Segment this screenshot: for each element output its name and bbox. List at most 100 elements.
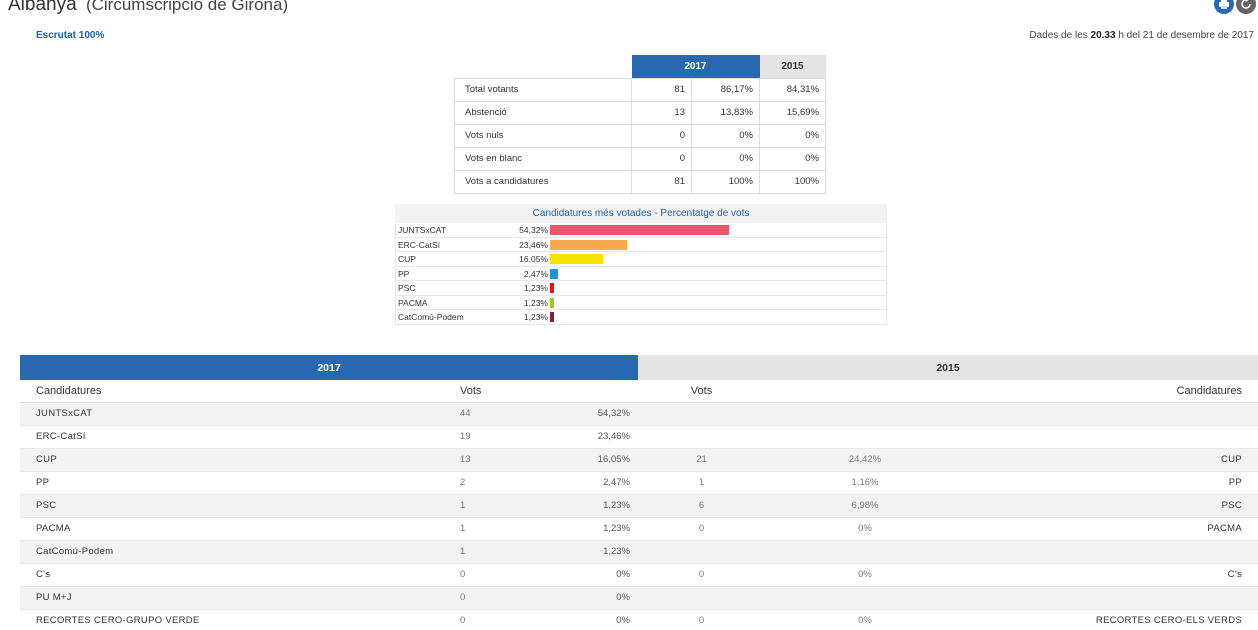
chart-row: PACMA 1,23% <box>395 295 887 310</box>
col-vots-2017: Vots <box>444 380 520 403</box>
chart-bar <box>550 297 555 308</box>
candidature-name-2015: RECORTES CERO-ELS VERDS <box>965 609 1258 630</box>
pct-2015: 1,16% <box>765 471 965 495</box>
results-column-header: Candidatures Vots Vots Candidatures <box>20 380 1258 403</box>
chart-category-label: ERC-CatSí <box>398 239 441 250</box>
candidature-name-2015: C's <box>965 563 1258 587</box>
chart-value-label: 2,47% <box>523 268 548 279</box>
votes-2015: 0 <box>638 517 765 541</box>
pct-2015 <box>765 402 965 426</box>
chart-bar <box>550 225 730 235</box>
chart-title: Candidatures més votades - Percentatge d… <box>395 204 887 223</box>
summary-votes: 81 <box>631 77 692 102</box>
pct-2017: 0% <box>520 563 638 587</box>
candidature-name-2017: CUP <box>20 448 444 472</box>
table-row: C's 0 0% 0 0% C's <box>20 563 1258 587</box>
candidature-name-2017: C's <box>20 563 444 587</box>
votes-2017: 0 <box>444 563 520 587</box>
pct-2017: 0% <box>520 609 638 630</box>
chart-row: CatComú-Podem 1,23% <box>395 310 887 325</box>
pct-2015: 0% <box>765 563 965 587</box>
pct-2017: 23,46% <box>520 425 638 449</box>
summary-label: Vots a candidatures <box>454 169 632 194</box>
col-candidatures-2017: Candidatures <box>20 380 444 403</box>
summary-votes: 0 <box>631 146 692 171</box>
pct-2017: 1,23% <box>520 494 638 518</box>
pct-2015: 0% <box>765 517 965 541</box>
summary-prev-pct: 0% <box>759 123 826 148</box>
summary-label: Vots en blanc <box>454 146 632 171</box>
candidature-name-2015: PP <box>965 471 1258 495</box>
escrutat-status: Escrutat 100% <box>36 30 105 41</box>
chart-row: CUP 16,05% <box>395 252 887 267</box>
data-timestamp: Dades de les 20.33 h del 21 de desembre … <box>1029 30 1254 41</box>
chart-bar <box>550 283 555 293</box>
chart-category-label: JUNTSxCAT <box>398 225 447 235</box>
summary-pct: 0% <box>691 146 760 171</box>
candidature-name-2017: ERC-CatSí <box>20 425 444 449</box>
table-row: RECORTES CERO-GRUPO VERDE 0 0% 0 0% RECORTES … <box>20 609 1258 630</box>
chart-bar <box>550 268 559 279</box>
pct-2015: 24,42% <box>765 448 965 472</box>
candidature-name-2017: PU M+J <box>20 586 444 610</box>
summary-year-2017: 2017 <box>631 55 760 78</box>
results-table: 2017 2015 Candidatures Vots Vots Candida… <box>20 355 1258 630</box>
summary-prev-pct: 0% <box>759 146 826 171</box>
votes-2017: 1 <box>444 517 520 541</box>
top-candidatures-chart: Candidatures més votades - Percentatge d… <box>395 204 887 325</box>
table-row: CatComú-Podem 1 1,23% <box>20 540 1258 564</box>
table-row: PU M+J 0 0% <box>20 586 1258 610</box>
chart-row: JUNTSxCAT 54,32% <box>395 223 887 238</box>
table-row: ERC-CatSí 19 23,46% <box>20 425 1258 449</box>
candidature-name-2017: CatComú-Podem <box>20 540 444 564</box>
candidature-name-2017: RECORTES CERO-GRUPO VERDE <box>20 609 444 630</box>
table-row: JUNTSxCAT 44 54,32% <box>20 402 1258 426</box>
pct-2017: 16,05% <box>520 448 638 472</box>
pct-2015 <box>765 540 965 564</box>
summary-table: 2017 2015 Total votants 81 86,17% 84,31% Abs… <box>454 55 826 194</box>
candidature-name-2017: JUNTSxCAT <box>20 402 444 426</box>
toolbar-icons <box>1214 0 1256 14</box>
chart-category-label: PP <box>398 268 410 279</box>
pct-2017: 0% <box>520 586 638 610</box>
summary-votes: 13 <box>631 100 692 125</box>
votes-2017: 19 <box>444 425 520 449</box>
chart-row: PSC 1,23% <box>395 281 887 296</box>
votes-2017: 1 <box>444 494 520 518</box>
candidature-name-2017: PP <box>20 471 444 495</box>
candidature-name-2015 <box>965 586 1258 610</box>
summary-votes: 0 <box>631 123 692 148</box>
candidature-name-2017: PSC <box>20 494 444 518</box>
circumscription-label: (Circumscripció de Girona) <box>85 0 289 14</box>
refresh-icon[interactable] <box>1236 0 1256 14</box>
summary-label: Total votants <box>454 77 632 102</box>
chart-row: ERC-CatSí 23,46% <box>395 237 887 252</box>
pct-2015: 6,98% <box>765 494 965 518</box>
chart-value-label: 16,05% <box>519 254 548 264</box>
votes-2017: 44 <box>444 402 520 426</box>
votes-2015: 1 <box>638 471 765 495</box>
votes-2015 <box>638 586 765 610</box>
summary-row: Vots a candidatures 81 100% 100% <box>454 169 826 194</box>
pct-2015: 0% <box>765 609 965 630</box>
chart-value-label: 1,23% <box>523 312 548 322</box>
pct-2015 <box>765 586 965 610</box>
col-candidatures-2015: Candidatures <box>965 380 1258 403</box>
table-row: PACMA 1 1,23% 0 0% PACMA <box>20 517 1258 541</box>
pct-2017: 54,32% <box>520 402 638 426</box>
votes-2015: 21 <box>638 448 765 472</box>
votes-2017: 0 <box>444 609 520 630</box>
results-year-2017: 2017 <box>20 355 638 380</box>
page-title: Albanya (Circumscripció de Girona) <box>8 0 288 16</box>
chart-category-label: PACMA <box>398 297 428 308</box>
dades-suffix: h del 21 de desembre de 2017 <box>1115 30 1254 41</box>
summary-pct: 13,83% <box>691 100 760 125</box>
table-row: CUP 13 16,05% 21 24,42% CUP <box>20 448 1258 472</box>
chart-category-label: PSC <box>398 283 416 293</box>
summary-prev-pct: 84,31% <box>759 77 826 102</box>
print-icon[interactable] <box>1214 0 1234 14</box>
chart-row: PP 2,47% <box>395 266 887 281</box>
table-row: PP 2 2,47% 1 1,16% PP <box>20 471 1258 495</box>
votes-2017: 1 <box>444 540 520 564</box>
candidature-name-2015 <box>965 402 1258 426</box>
